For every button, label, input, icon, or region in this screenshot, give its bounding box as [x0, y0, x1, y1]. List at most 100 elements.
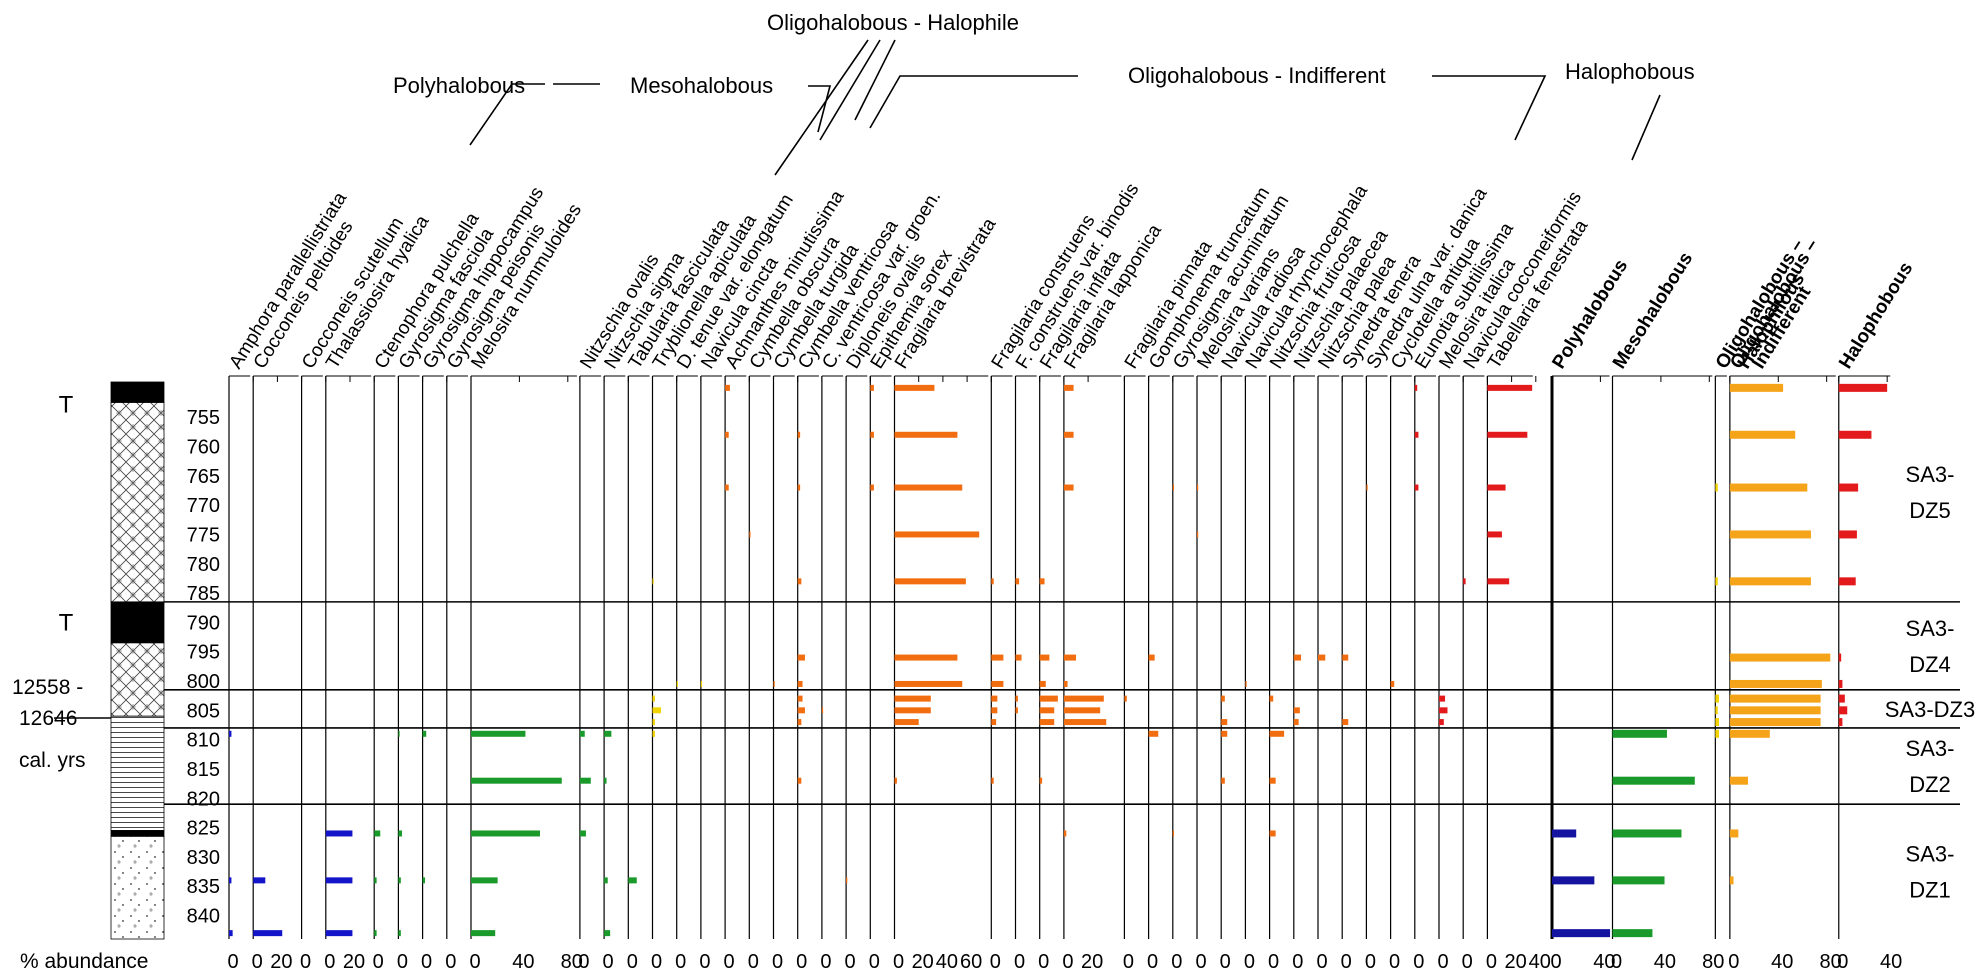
bar — [1221, 777, 1225, 784]
bar — [422, 877, 426, 884]
x-tick-label: 40 — [936, 951, 958, 973]
bar — [894, 531, 980, 538]
bar — [797, 484, 801, 491]
bar — [471, 930, 496, 937]
bar — [1838, 694, 1845, 703]
bar — [1487, 531, 1502, 538]
bar — [374, 877, 377, 884]
bar — [1039, 654, 1050, 661]
age-label: 12646 — [19, 707, 77, 730]
bar — [797, 707, 805, 714]
x-tick-label: 0 — [1316, 951, 1327, 973]
bar — [398, 730, 400, 737]
bar — [1715, 694, 1719, 703]
bar — [700, 680, 703, 687]
y-tick-label: 835 — [187, 876, 220, 898]
bar — [1172, 830, 1175, 837]
bar — [1715, 718, 1719, 727]
bar — [1063, 719, 1107, 726]
bar — [325, 830, 353, 837]
bar — [1729, 679, 1822, 688]
group-label: Polyhalobous — [393, 73, 525, 98]
bar — [1729, 653, 1831, 662]
bar — [374, 930, 377, 937]
bar — [1729, 577, 1811, 586]
zone-label: DZ5 — [1909, 498, 1951, 523]
x-tick-label: 20 — [1504, 951, 1526, 973]
zone-label: DZ1 — [1909, 878, 1951, 903]
bar — [797, 719, 802, 726]
bar — [1039, 680, 1046, 687]
bar — [1342, 719, 1349, 726]
bar — [1612, 929, 1653, 938]
x-tick-label: 80 — [1820, 951, 1842, 973]
x-tick-label: 0 — [1220, 951, 1231, 973]
bar — [1015, 707, 1018, 714]
bar — [1269, 695, 1274, 702]
bar — [1838, 653, 1842, 662]
bar — [1439, 707, 1448, 714]
bar — [1729, 829, 1739, 838]
lithology-unit — [110, 830, 165, 837]
x-tick-label: 0 — [1413, 951, 1424, 973]
x-tick-label: 0 — [252, 951, 263, 973]
bar — [1729, 383, 1784, 392]
bar — [1439, 719, 1444, 726]
x-tick-label: 0 — [724, 951, 735, 973]
bar — [676, 680, 678, 687]
bar — [1221, 730, 1228, 737]
x-tick-label: 0 — [300, 951, 311, 973]
leader-line — [1631, 94, 1661, 161]
bar — [797, 654, 805, 661]
y-tick-label: 830 — [187, 847, 220, 869]
bar — [1715, 577, 1718, 586]
bar — [1463, 578, 1466, 585]
bar — [1729, 530, 1811, 539]
x-tick-label: 0 — [1195, 951, 1206, 973]
zone-label: DZ4 — [1909, 652, 1951, 677]
bar — [1197, 531, 1199, 538]
bar — [1342, 654, 1349, 661]
lithology-unit — [110, 381, 165, 403]
bar — [870, 431, 874, 438]
lithology-label: T — [59, 391, 74, 418]
bar — [1552, 829, 1577, 838]
x-tick-label: 20 — [343, 951, 365, 973]
x-tick-label: 40 — [1880, 951, 1902, 973]
bar — [471, 777, 562, 784]
bar — [894, 680, 963, 687]
x-tick-label: 40 — [1654, 951, 1676, 973]
leader-line — [808, 85, 832, 133]
bar — [604, 777, 607, 784]
bar — [1838, 530, 1857, 539]
bar — [991, 680, 1004, 687]
bar — [398, 830, 403, 837]
bar — [1015, 654, 1022, 661]
bar — [1838, 706, 1848, 715]
x-tick-label: 0 — [651, 951, 662, 973]
bar — [1245, 680, 1247, 687]
x-tick-label: 80 — [561, 951, 583, 973]
age-label: 12558 - — [12, 676, 83, 699]
bar — [1838, 679, 1843, 688]
x-tick-label: 0 — [1268, 951, 1279, 973]
x-tick-label: 60 — [960, 951, 982, 973]
bar — [652, 730, 655, 737]
y-tick-label: 825 — [187, 818, 220, 840]
x-axis-label: % abundance — [20, 950, 148, 973]
bar — [991, 719, 997, 726]
bar — [253, 877, 266, 884]
bar — [325, 877, 353, 884]
bar — [604, 877, 608, 884]
leader-line — [854, 39, 896, 121]
x-tick-label: 0 — [869, 951, 880, 973]
bar — [991, 695, 998, 702]
x-tick-label: 0 — [227, 951, 238, 973]
bar — [229, 730, 232, 737]
x-tick-label: 0 — [1123, 951, 1134, 973]
group-label: Mesohalobous — [630, 73, 773, 98]
bar — [1221, 719, 1228, 726]
bar — [652, 578, 654, 585]
x-tick-label: 0 — [1014, 951, 1025, 973]
x-tick-label: 20 — [912, 951, 934, 973]
